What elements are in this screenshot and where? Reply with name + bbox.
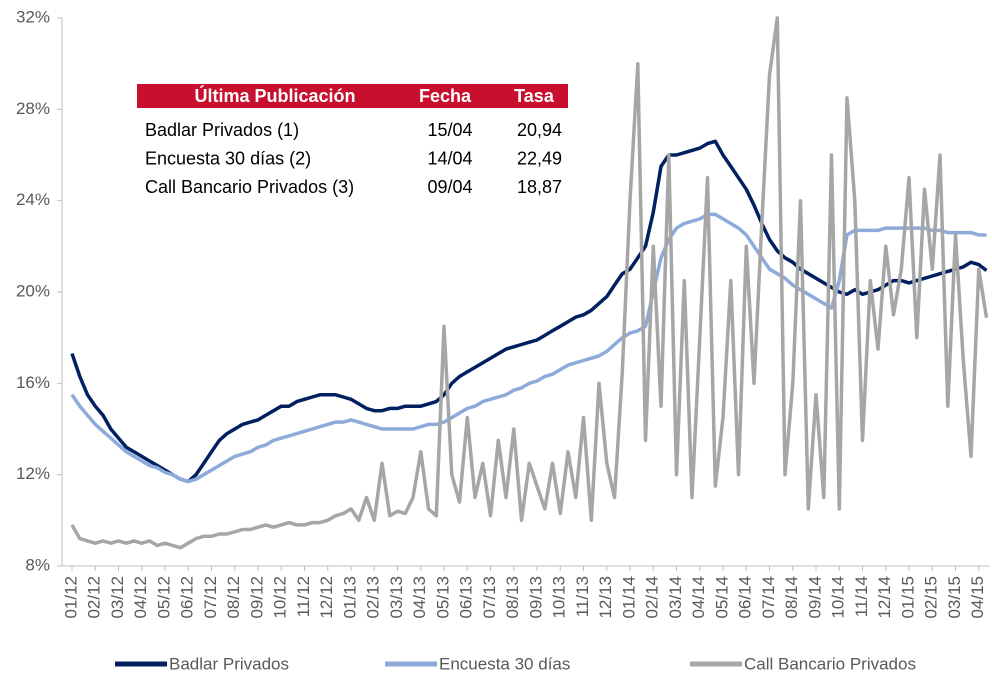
y-tick-label: 20% — [16, 281, 50, 300]
x-tick-label: 03/14 — [666, 576, 685, 619]
table-header: Fecha — [419, 86, 472, 106]
x-tick-label: 04/14 — [689, 576, 708, 619]
x-tick-label: 12/14 — [875, 576, 894, 619]
y-tick-label: 8% — [25, 555, 50, 574]
x-tick-label: 12/13 — [596, 576, 615, 619]
x-tick-label: 08/12 — [224, 576, 243, 619]
y-tick-label: 32% — [16, 7, 50, 26]
x-tick-label: 01/12 — [61, 576, 80, 619]
x-tick-label: 02/13 — [364, 576, 383, 619]
x-tick-label: 06/12 — [178, 576, 197, 619]
x-tick-label: 08/13 — [503, 576, 522, 619]
x-tick-label: 10/14 — [829, 576, 848, 619]
table-header: Última Publicación — [194, 85, 355, 106]
table-cell: Encuesta 30 días (2) — [145, 148, 311, 168]
table-cell: 09/04 — [427, 177, 472, 197]
y-tick-label: 12% — [16, 464, 50, 483]
x-tick-label: 04/12 — [131, 576, 150, 619]
x-tick-label: 04/15 — [968, 576, 987, 619]
x-tick-label: 02/14 — [643, 576, 662, 619]
table-cell: 14/04 — [427, 148, 472, 168]
x-tick-label: 04/13 — [410, 576, 429, 619]
x-tick-label: 12/12 — [317, 576, 336, 619]
legend-label: Badlar Privados — [169, 654, 289, 673]
table-header-bg — [137, 84, 568, 108]
series-line — [70, 212, 987, 484]
x-tick-label: 05/13 — [433, 576, 452, 619]
table-cell: 18,87 — [517, 177, 562, 197]
x-tick-label: 02/12 — [85, 576, 104, 619]
table-cell: 15/04 — [427, 120, 472, 140]
x-tick-label: 10/12 — [271, 576, 290, 619]
x-tick-label: 03/12 — [108, 576, 127, 619]
table-cell: Badlar Privados (1) — [145, 120, 299, 140]
legend-label: Encuesta 30 días — [439, 654, 570, 673]
y-tick-label: 16% — [16, 373, 50, 392]
x-tick-label: 07/13 — [480, 576, 499, 619]
table-cell: 20,94 — [517, 120, 562, 140]
x-tick-label: 01/14 — [619, 576, 638, 619]
x-tick-label: 09/13 — [526, 576, 545, 619]
x-tick-label: 03/15 — [945, 576, 964, 619]
table-cell: 22,49 — [517, 148, 562, 168]
x-tick-label: 07/14 — [759, 576, 778, 619]
table-cell: Call Bancario Privados (3) — [145, 177, 354, 197]
x-tick-label: 11/14 — [852, 576, 871, 617]
x-tick-label: 06/13 — [457, 576, 476, 619]
x-tick-label: 11/13 — [573, 576, 592, 617]
y-tick-label: 24% — [16, 190, 50, 209]
x-tick-label: 05/14 — [712, 576, 731, 619]
x-tick-label: 11/12 — [294, 576, 313, 617]
x-tick-label: 05/12 — [154, 576, 173, 619]
x-tick-label: 07/12 — [201, 576, 220, 619]
table-header: Tasa — [514, 86, 555, 106]
x-tick-label: 03/13 — [387, 576, 406, 619]
x-tick-label: 09/14 — [805, 576, 824, 619]
series-line — [70, 16, 989, 550]
x-tick-label: 01/15 — [898, 576, 917, 619]
x-tick-label: 08/14 — [782, 576, 801, 619]
legend-label: Call Bancario Privados — [744, 654, 916, 673]
y-tick-label: 28% — [16, 99, 50, 118]
x-tick-label: 10/13 — [550, 576, 569, 619]
x-tick-label: 01/13 — [340, 576, 359, 619]
x-tick-label: 06/14 — [736, 576, 755, 619]
x-tick-label: 09/12 — [247, 576, 266, 619]
x-tick-label: 02/15 — [922, 576, 941, 619]
